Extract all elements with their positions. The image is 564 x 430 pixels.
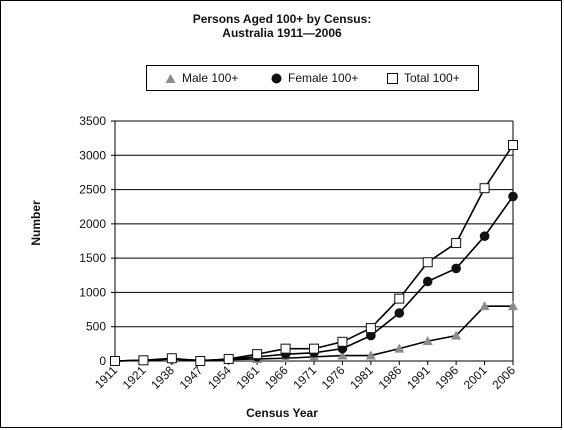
- triangle-marker-icon: [165, 73, 176, 83]
- square-marker-icon: [387, 72, 398, 84]
- point-male-10: [394, 343, 405, 353]
- y-tick-label-0: 0: [99, 354, 106, 368]
- point-total-11: [422, 257, 433, 268]
- x-tick-label-13: 2001: [461, 363, 490, 392]
- y-tick-label-5: 2500: [79, 183, 106, 197]
- y-tick-label-7: 3500: [79, 114, 106, 128]
- x-tick-label-4: 1954: [205, 363, 234, 392]
- y-tick-label-2: 1000: [79, 285, 106, 299]
- point-total-12: [451, 238, 462, 249]
- point-female-12: [451, 263, 461, 274]
- point-total-2: [166, 353, 177, 364]
- x-tick-label-7: 1971: [290, 363, 319, 392]
- x-tick-label-0: 1911: [92, 363, 120, 391]
- y-tick-label-3: 1500: [79, 251, 106, 265]
- x-tick-label-9: 1981: [347, 363, 376, 392]
- legend-item-male: Male 100+: [165, 71, 238, 85]
- point-total-5: [252, 349, 263, 360]
- y-tick-label-6: 3000: [79, 148, 106, 162]
- point-total-14: [508, 140, 518, 150]
- y-tick-label-4: 2000: [79, 217, 106, 231]
- x-tick-label-12: 1996: [432, 363, 461, 392]
- chart-legend: Male 100+ Female 100+ Total 100+: [146, 65, 479, 91]
- legend-item-female: Female 100+: [271, 71, 358, 85]
- y-axis-label: Number: [29, 200, 43, 246]
- x-tick-label-10: 1986: [376, 363, 405, 392]
- point-male-12: [451, 330, 462, 340]
- point-male-8: [337, 350, 348, 360]
- point-total-4: [223, 353, 234, 364]
- point-male-13: [479, 301, 490, 311]
- point-female-9: [366, 330, 376, 341]
- point-male-11: [422, 336, 433, 346]
- point-total-8: [337, 336, 348, 347]
- point-female-10: [394, 308, 405, 318]
- y-tick-label-1: 500: [86, 320, 106, 334]
- x-tick-label-3: 1947: [177, 363, 206, 392]
- x-tick-label-11: 1991: [404, 363, 433, 392]
- legend-item-total: Total 100+: [387, 71, 460, 85]
- x-tick-label-5: 1961: [233, 363, 262, 392]
- chart-title-line2: Australia 1911—2006: [222, 26, 342, 40]
- point-male-14: [508, 301, 518, 311]
- point-total-6: [280, 343, 291, 354]
- point-total-10: [394, 293, 405, 304]
- x-tick-label-6: 1966: [262, 363, 291, 392]
- x-tick-label-8: 1976: [319, 363, 348, 392]
- x-tick-label-1: 1921: [120, 363, 149, 392]
- x-tick-label-14: 2006: [489, 363, 518, 392]
- legend-label-male: Male 100+: [182, 71, 239, 85]
- series-line-2: [114, 144, 514, 362]
- legend-label-total: Total 100+: [404, 71, 460, 85]
- point-total-3: [195, 356, 206, 366]
- point-total-0: [110, 356, 120, 366]
- point-female-13: [479, 231, 490, 241]
- point-total-13: [479, 183, 490, 194]
- circle-marker-icon: [271, 73, 282, 83]
- point-total-1: [138, 355, 149, 366]
- point-female-11: [422, 276, 433, 287]
- x-axis-label: Census Year: [246, 406, 318, 420]
- legend-label-female: Female 100+: [288, 71, 359, 85]
- chart-title-line1: Persons Aged 100+ by Census:: [192, 12, 372, 26]
- point-total-7: [309, 343, 319, 354]
- point-female-14: [508, 191, 518, 202]
- x-tick-label-2: 1938: [148, 363, 177, 392]
- point-male-9: [365, 350, 376, 360]
- point-total-9: [365, 323, 376, 334]
